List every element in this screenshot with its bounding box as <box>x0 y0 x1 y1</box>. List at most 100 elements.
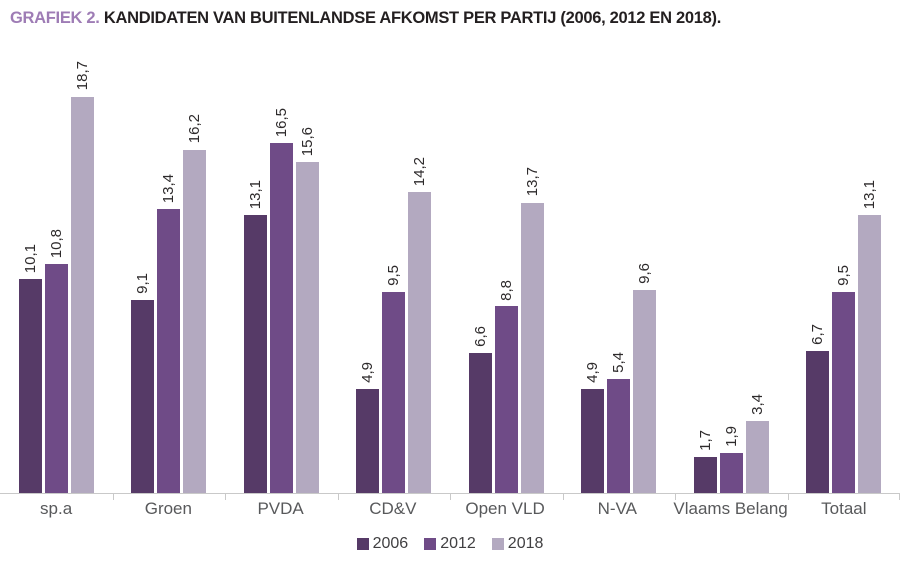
bar-value-label: 3,4 <box>748 394 766 415</box>
category-group: 13,1 16,5 15,6 <box>225 33 338 493</box>
plot-area: 10,1 10,8 18,7 9,1 13,4 16,2 13,1 16,5 15,6 4,9 9,… <box>0 33 900 500</box>
bar-wrap: 4,9 <box>581 362 605 493</box>
bar-wrap: 1,7 <box>693 430 717 493</box>
category-group: 9,1 13,4 16,2 <box>113 33 226 493</box>
bar-value-label: 9,5 <box>385 264 403 286</box>
category-label: sp.a <box>40 499 73 518</box>
bar-wrap: 4,9 <box>356 362 380 493</box>
bar <box>356 389 380 493</box>
legend-item: 2006 <box>356 535 409 553</box>
bar <box>44 264 68 493</box>
bar-value-label: 9,1 <box>134 273 152 295</box>
bar-wrap: 13,4 <box>157 174 181 493</box>
bar-value-label: 10,8 <box>47 228 65 258</box>
bar-wrap: 6,6 <box>468 326 492 493</box>
bar-value-label: 9,6 <box>636 262 654 284</box>
bar <box>18 278 42 493</box>
bar-value-label: 13,1 <box>861 180 879 210</box>
bar <box>607 378 631 493</box>
bar-value-label: 13,7 <box>523 167 541 197</box>
bar <box>633 289 657 493</box>
chart-title-prefix: GRAFIEK 2. <box>10 9 100 27</box>
bar <box>269 143 293 493</box>
bar-wrap: 14,2 <box>408 156 432 493</box>
legend: 2006 2012 2018 <box>0 535 900 553</box>
category-group: 4,9 9,5 14,2 <box>338 33 451 493</box>
bar-wrap: 13,1 <box>243 180 267 493</box>
bar <box>295 162 319 493</box>
bar-wrap: 9,5 <box>832 264 856 493</box>
x-axis-tick <box>787 494 789 500</box>
legend-swatch <box>356 538 369 550</box>
x-axis-line <box>0 493 900 494</box>
bar-wrap: 16,2 <box>183 114 207 493</box>
bar-value-label: 15,6 <box>298 127 316 157</box>
x-axis-tick <box>112 494 114 500</box>
x-axis-tick <box>225 494 226 500</box>
bar-value-label: 1,7 <box>696 430 714 451</box>
legend-item: 2012 <box>424 535 476 553</box>
category-label: Vlaams Belang <box>673 499 788 518</box>
bar-value-label: 4,9 <box>359 362 377 384</box>
category-label: CD&V <box>369 499 417 518</box>
bar <box>70 96 94 493</box>
category-group: 10,1 10,8 18,7 <box>0 33 113 493</box>
bar <box>183 149 207 493</box>
bar-value-label: 16,2 <box>186 114 204 144</box>
legend-swatch <box>491 538 504 550</box>
bar <box>408 192 432 493</box>
bar-wrap: 6,7 <box>806 324 830 493</box>
chart-title-text: KANDIDATEN VAN BUITENLANDSE AFKOMST PER … <box>103 9 722 27</box>
bar-wrap: 10,8 <box>44 228 68 493</box>
bar-value-label: 18,7 <box>73 61 91 91</box>
category-label: N-VA <box>597 499 637 518</box>
bar-value-label: 10,1 <box>21 243 39 273</box>
bar-wrap: 10,1 <box>18 243 42 493</box>
bar-wrap: 9,1 <box>131 273 155 493</box>
x-axis-tick <box>562 494 564 500</box>
bar-wrap: 3,4 <box>745 394 769 493</box>
bar <box>382 291 406 493</box>
bar-wrap: 9,6 <box>633 262 657 493</box>
bar <box>806 351 830 493</box>
category-group: 4,9 5,4 9,6 <box>563 33 676 493</box>
bar-wrap: 13,1 <box>858 180 882 493</box>
bar-wrap: 5,4 <box>607 351 631 493</box>
category-label: Groen <box>144 499 192 518</box>
legend-swatch <box>424 538 437 550</box>
x-axis-tick <box>450 494 451 500</box>
bar-wrap: 8,8 <box>494 280 518 493</box>
category-label: Totaal <box>821 499 867 518</box>
bar <box>468 353 492 493</box>
bar <box>719 452 743 493</box>
chart-title: GRAFIEK 2. KANDIDATEN VAN BUITENLANDSE A… <box>0 0 900 28</box>
category-label: Open VLD <box>465 499 545 518</box>
bar <box>131 300 155 493</box>
category-label: PVDA <box>257 499 304 518</box>
category-group: 6,6 8,8 13,7 <box>450 33 563 493</box>
bar-value-label: 5,4 <box>610 351 628 373</box>
category-group: 6,7 9,5 13,1 <box>788 33 900 493</box>
bar <box>832 291 856 493</box>
x-axis-tick <box>675 494 676 500</box>
bar-wrap: 15,6 <box>295 127 319 493</box>
category-group: 1,7 1,9 3,4 <box>675 33 788 493</box>
bar-value-label: 6,6 <box>471 326 489 348</box>
x-axis-labels: sp.a Groen PVDA CD&V Open VLD N-VA Vlaams Bela… <box>0 499 900 519</box>
bar-value-label: 9,5 <box>835 264 853 286</box>
bar <box>494 306 518 493</box>
legend-label: 2006 <box>372 535 409 552</box>
bar-value-label: 4,9 <box>584 362 602 384</box>
bar-wrap: 13,7 <box>520 167 544 493</box>
bar-wrap: 1,9 <box>719 426 743 493</box>
bar-value-label: 16,5 <box>272 108 290 138</box>
x-axis-tick <box>337 494 339 500</box>
bar-wrap: 18,7 <box>70 61 94 493</box>
legend-item: 2018 <box>491 535 544 553</box>
bar-value-label: 13,1 <box>246 180 264 210</box>
legend-label: 2018 <box>507 535 544 552</box>
bar-value-label: 14,2 <box>411 156 429 186</box>
bar <box>157 208 181 493</box>
bar-value-label: 6,7 <box>809 324 827 345</box>
